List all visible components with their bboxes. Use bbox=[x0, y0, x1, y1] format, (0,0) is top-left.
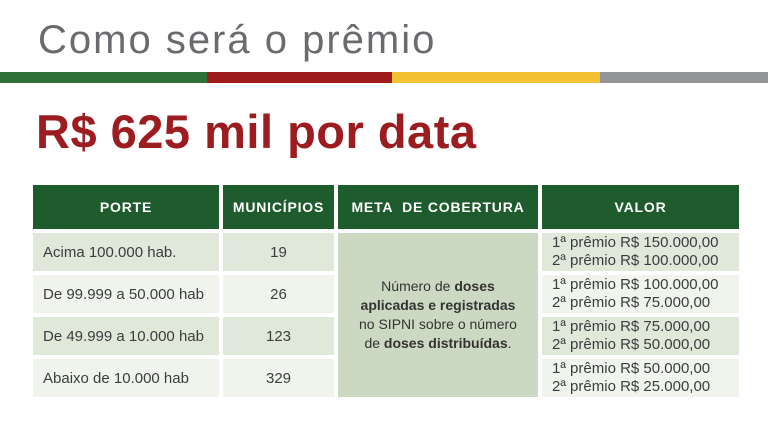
porte-cell: Acima 100.000 hab. bbox=[33, 233, 219, 271]
column-header-municipios: MUNICÍPIOS bbox=[223, 185, 334, 229]
valor-cell: 1ª prêmio R$ 50.000,00 2ª prêmio R$ 25.0… bbox=[542, 359, 739, 397]
municipios-cell: 329 bbox=[223, 359, 334, 397]
divider-segment-yellow bbox=[392, 72, 600, 83]
valor-cell: 1ª prêmio R$ 75.000,00 2ª prêmio R$ 50.0… bbox=[542, 317, 739, 355]
column-header-valor: VALOR bbox=[542, 185, 739, 229]
valor-line-2: 2ª prêmio R$ 50.000,00 bbox=[552, 336, 711, 353]
municipios-cell: 123 bbox=[223, 317, 334, 355]
porte-cell: De 99.999 a 50.000 hab bbox=[33, 275, 219, 313]
valor-line-1: 1ª prêmio R$ 150.000,00 bbox=[552, 233, 719, 251]
valor-cell: 1ª prêmio R$ 150.000,00 2ª prêmio R$ 100… bbox=[542, 233, 739, 271]
porte-cell: De 49.999 a 10.000 hab bbox=[33, 317, 219, 355]
valor-cell: 1ª prêmio R$ 100.000,00 2ª prêmio R$ 75.… bbox=[542, 275, 739, 313]
divider-segment-gray bbox=[600, 72, 768, 83]
municipios-cell: 19 bbox=[223, 233, 334, 271]
slide-title: Como será o prêmio bbox=[38, 18, 437, 62]
divider-bar bbox=[0, 72, 768, 83]
valor-line-2: 2ª prêmio R$ 75.000,00 bbox=[552, 294, 711, 311]
valor-line-1: 1ª prêmio R$ 100.000,00 bbox=[552, 275, 719, 293]
column-header-meta: META DE COBERTURA bbox=[338, 185, 538, 229]
valor-line-1: 1ª prêmio R$ 50.000,00 bbox=[552, 359, 711, 377]
valor-line-2: 2ª prêmio R$ 25.000,00 bbox=[552, 378, 711, 395]
divider-segment-red bbox=[207, 72, 392, 83]
column-header-porte: PORTE bbox=[33, 185, 219, 229]
municipios-cell: 26 bbox=[223, 275, 334, 313]
valor-line-1: 1ª prêmio R$ 75.000,00 bbox=[552, 317, 711, 335]
meta-cobertura-cell: Número de doses aplicadas e registradas … bbox=[338, 233, 538, 397]
porte-cell: Abaixo de 10.000 hab bbox=[33, 359, 219, 397]
prize-heading: R$ 625 mil por data bbox=[36, 105, 477, 158]
divider-segment-green bbox=[0, 72, 207, 83]
prize-table: PORTE MUNICÍPIOS META DE COBERTURA VALOR… bbox=[33, 185, 739, 397]
valor-line-2: 2ª prêmio R$ 100.000,00 bbox=[552, 252, 719, 269]
